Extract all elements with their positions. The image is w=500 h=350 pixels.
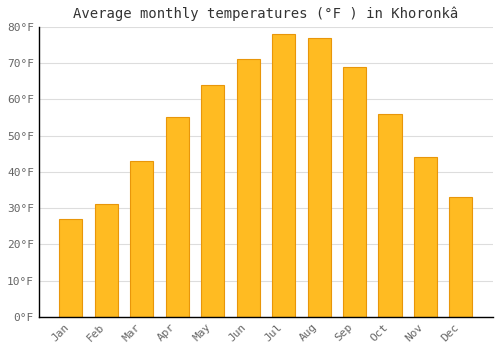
Bar: [414, 157, 437, 317]
Title: Average monthly temperatures (°F ) in Khoronkâ: Average monthly temperatures (°F ) in Kh…: [74, 7, 458, 21]
Bar: [201, 85, 224, 317]
Bar: [450, 197, 472, 317]
Bar: [236, 60, 260, 317]
Bar: [130, 161, 154, 317]
Bar: [343, 66, 366, 317]
Bar: [308, 38, 330, 317]
Bar: [60, 219, 82, 317]
Bar: [95, 204, 118, 317]
Bar: [272, 34, 295, 317]
Bar: [166, 117, 189, 317]
Bar: [378, 114, 402, 317]
